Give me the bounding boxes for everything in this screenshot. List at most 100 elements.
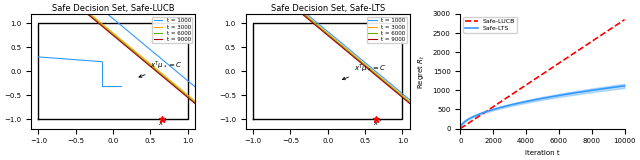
t = 1000 (161, 60, 168, 62)
Line: t = 1000: t = 1000 (307, 14, 410, 100)
t = 6000 (305, 18, 313, 20)
t = 9000 (301, 15, 308, 17)
t = 9000 (298, 13, 306, 15)
t = 9000 (87, 16, 95, 18)
t = 1000 (175, 73, 183, 75)
t = 9000 (301, 16, 309, 18)
t = 1000 (323, 30, 331, 32)
Text: $x^T \mu_* = C$: $x^T \mu_* = C$ (139, 60, 183, 77)
Safe-LTS (456, 127, 464, 129)
t = 9000 (107, 32, 115, 34)
t = 9000 (321, 32, 329, 34)
Line: t = 3000: t = 3000 (90, 14, 195, 101)
t = 1000 (380, 77, 388, 79)
t = 3000 (366, 68, 374, 69)
Safe-LTS (584, 90, 592, 92)
Line: t = 9000: t = 9000 (302, 14, 410, 104)
t = 9000 (160, 77, 168, 79)
t = 9000 (317, 29, 324, 31)
t = 6000 (141, 60, 148, 62)
Safe-LUCB (584, 43, 592, 45)
t = 3000 (339, 45, 347, 47)
t = 1000 (152, 54, 160, 56)
t = 1000 (303, 13, 310, 15)
t = 1000 (406, 99, 413, 101)
t = 1000 (129, 34, 136, 36)
Line: t = 1000: t = 1000 (108, 14, 195, 87)
t = 3000 (379, 78, 387, 80)
Legend: Safe-LUCB, Safe-LTS: Safe-LUCB, Safe-LTS (463, 17, 517, 33)
Text: $x^*$: $x^*$ (372, 117, 383, 129)
t = 6000 (394, 92, 402, 94)
t = 6000 (383, 83, 391, 85)
t = 6000 (91, 18, 99, 20)
t = 3000 (325, 34, 333, 36)
t = 3000 (130, 49, 138, 51)
Line: t = 6000: t = 6000 (303, 14, 410, 103)
t = 3000 (406, 101, 413, 103)
Title: Safe Decision Set, Safe-LTS: Safe Decision Set, Safe-LTS (271, 4, 385, 13)
Legend: t = 1000, t = 3000, t = 6000, t = 9000: t = 1000, t = 3000, t = 6000, t = 9000 (152, 17, 193, 43)
Safe-LUCB (621, 19, 628, 21)
t = 6000 (85, 13, 93, 15)
Safe-LTS (523, 100, 531, 102)
t = 1000 (122, 28, 129, 30)
Safe-LUCB (588, 41, 595, 43)
Safe-LTS (588, 89, 595, 91)
t = 3000 (191, 100, 199, 102)
t = 9000 (406, 103, 413, 105)
t = 1000 (342, 45, 349, 47)
t = 6000 (390, 89, 398, 91)
t = 6000 (176, 89, 184, 91)
t = 6000 (328, 37, 336, 39)
Safe-LTS (473, 114, 481, 116)
t = 9000 (181, 94, 189, 96)
t = 3000 (129, 48, 136, 50)
Title: Safe Decision Set, Safe-LUCB: Safe Decision Set, Safe-LUCB (52, 4, 175, 13)
t = 3000 (343, 48, 351, 50)
Safe-LUCB (523, 84, 531, 85)
t = 1000 (104, 13, 112, 15)
t = 3000 (147, 63, 154, 65)
Safe-LUCB (529, 80, 536, 82)
t = 6000 (191, 102, 199, 104)
Safe-LUCB (456, 128, 464, 129)
Line: t = 9000: t = 9000 (88, 14, 195, 104)
Text: $x^*$: $x^*$ (158, 117, 168, 129)
t = 1000 (319, 27, 327, 29)
Legend: t = 1000, t = 3000, t = 6000, t = 9000: t = 1000, t = 3000, t = 6000, t = 9000 (367, 17, 407, 43)
t = 9000 (86, 15, 93, 17)
Safe-LUCB (473, 116, 481, 118)
t = 6000 (169, 83, 177, 85)
t = 6000 (356, 60, 364, 62)
Safe-LUCB (570, 53, 577, 55)
t = 1000 (187, 82, 195, 84)
t = 6000 (406, 102, 413, 104)
t = 6000 (180, 92, 188, 94)
Safe-LTS (621, 85, 628, 87)
t = 9000 (102, 29, 110, 31)
t = 3000 (380, 79, 387, 81)
t = 1000 (371, 70, 379, 72)
t = 6000 (113, 37, 121, 39)
t = 3000 (99, 24, 107, 26)
Line: t = 3000: t = 3000 (305, 14, 410, 102)
X-axis label: Iteration t: Iteration t (525, 150, 560, 156)
t = 9000 (396, 94, 403, 96)
Text: $x^T \mu_* = C$: $x^T \mu_* = C$ (342, 63, 387, 80)
Line: Safe-LUCB: Safe-LUCB (460, 20, 625, 128)
t = 1000 (384, 81, 392, 83)
t = 9000 (84, 13, 92, 15)
t = 9000 (375, 77, 383, 79)
Safe-LTS (529, 99, 536, 101)
Line: Safe-LTS: Safe-LTS (460, 86, 625, 128)
t = 3000 (86, 13, 94, 15)
t = 6000 (300, 13, 307, 15)
t = 1000 (191, 86, 199, 88)
t = 9000 (191, 103, 199, 105)
t = 3000 (152, 68, 160, 70)
Safe-LTS (570, 92, 577, 94)
Y-axis label: Regret $R_t$: Regret $R_t$ (417, 54, 427, 89)
Line: t = 6000: t = 6000 (89, 14, 195, 103)
t = 3000 (140, 57, 147, 59)
